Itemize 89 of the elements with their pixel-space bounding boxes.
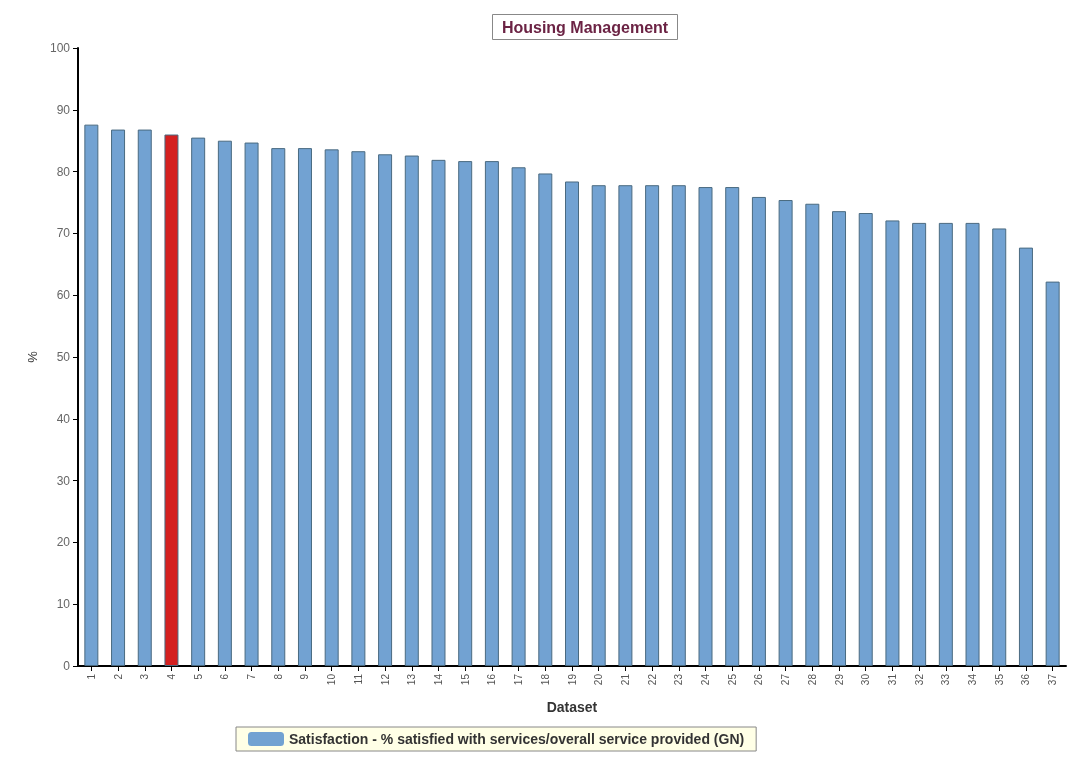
y-tick-label: 60 bbox=[56, 288, 71, 303]
x-tick-label: 23 bbox=[673, 673, 685, 686]
bar bbox=[778, 200, 793, 666]
bar bbox=[645, 185, 660, 666]
bar bbox=[671, 185, 686, 666]
y-tick-label: 40 bbox=[56, 411, 71, 426]
y-tick-label: 90 bbox=[56, 102, 71, 117]
x-tick-label: 21 bbox=[619, 673, 631, 686]
bar bbox=[244, 142, 259, 666]
x-tick-label: 32 bbox=[913, 673, 925, 686]
bar bbox=[271, 148, 286, 666]
x-tick-label: 10 bbox=[326, 673, 338, 686]
bar bbox=[725, 187, 740, 666]
bar bbox=[137, 129, 152, 666]
legend-label: Satisfaction - % satisfied with services/overall service provided (GN) bbox=[289, 731, 745, 747]
x-tick-label: 5 bbox=[192, 673, 204, 680]
x-tick-label: 35 bbox=[993, 673, 1005, 686]
bar bbox=[858, 213, 873, 666]
bar bbox=[912, 222, 927, 666]
bar bbox=[992, 228, 1007, 666]
x-tick-label: 9 bbox=[299, 673, 311, 680]
x-tick-label: 16 bbox=[486, 673, 498, 686]
bar bbox=[805, 203, 820, 666]
bar bbox=[404, 155, 419, 666]
x-tick-label: 37 bbox=[1047, 673, 1059, 686]
bar bbox=[538, 173, 553, 666]
x-tick-label: 20 bbox=[593, 673, 605, 686]
bar bbox=[938, 222, 953, 666]
x-tick-label: 2 bbox=[112, 673, 124, 680]
x-tick-label: 8 bbox=[272, 673, 284, 680]
bar bbox=[484, 161, 499, 666]
bar bbox=[217, 140, 232, 666]
x-tick-label: 24 bbox=[700, 673, 712, 686]
bar bbox=[297, 148, 312, 666]
x-tick-label: 14 bbox=[432, 673, 444, 686]
y-tick-label: 0 bbox=[63, 659, 71, 673]
bar bbox=[1045, 281, 1060, 666]
x-tick-label: 34 bbox=[967, 673, 979, 686]
bar bbox=[84, 124, 99, 666]
x-tick-label: 11 bbox=[352, 673, 364, 685]
x-tick-label: 33 bbox=[940, 673, 952, 686]
y-tick-label: 70 bbox=[56, 226, 71, 241]
bar bbox=[751, 196, 766, 666]
x-tick-label: 19 bbox=[566, 673, 578, 686]
bar bbox=[832, 211, 847, 666]
x-tick-label: 17 bbox=[513, 673, 525, 686]
x-tick-label: 26 bbox=[753, 673, 765, 686]
bar bbox=[698, 187, 713, 666]
y-axis-title: % bbox=[25, 350, 41, 363]
bar bbox=[351, 151, 366, 666]
bar bbox=[431, 159, 446, 666]
bar bbox=[565, 181, 579, 666]
x-tick-label: 25 bbox=[726, 673, 738, 686]
bar bbox=[164, 134, 179, 666]
bar bbox=[324, 149, 339, 666]
x-tick-label: 31 bbox=[886, 673, 898, 686]
bar bbox=[378, 154, 393, 666]
x-tick-label: 13 bbox=[406, 673, 418, 686]
x-tick-label: 4 bbox=[165, 673, 177, 680]
bar bbox=[885, 220, 900, 666]
x-tick-label: 15 bbox=[459, 673, 471, 686]
x-tick-label: 36 bbox=[1020, 673, 1032, 686]
x-tick-label: 1 bbox=[85, 673, 97, 680]
bar bbox=[965, 222, 980, 666]
bar bbox=[511, 167, 526, 666]
x-tick-label: 18 bbox=[539, 673, 551, 686]
y-tick-label: 30 bbox=[56, 473, 71, 488]
x-tick-label: 6 bbox=[219, 673, 231, 680]
y-tick-label: 50 bbox=[56, 350, 71, 364]
x-tick-label: 27 bbox=[780, 673, 792, 686]
x-tick-label: 29 bbox=[833, 673, 845, 686]
x-tick-label: 30 bbox=[860, 673, 872, 686]
x-tick-label: 3 bbox=[139, 673, 151, 680]
y-tick-label: 80 bbox=[56, 164, 71, 179]
x-tick-label: 22 bbox=[646, 673, 658, 686]
bar bbox=[458, 161, 473, 666]
chart-title: Housing Management bbox=[501, 18, 669, 36]
x-tick-label: 7 bbox=[246, 673, 258, 680]
bar bbox=[591, 185, 606, 666]
bar bbox=[191, 137, 206, 666]
x-tick-label: 28 bbox=[806, 673, 818, 686]
bar bbox=[618, 185, 633, 666]
y-tick-label: 20 bbox=[56, 535, 71, 550]
x-axis-title: Dataset bbox=[546, 699, 598, 715]
y-tick-label: 10 bbox=[56, 597, 71, 612]
y-tick-label: 100 bbox=[49, 41, 71, 55]
bar bbox=[111, 129, 126, 666]
bar bbox=[1018, 247, 1033, 666]
x-tick-label: 12 bbox=[379, 673, 391, 686]
